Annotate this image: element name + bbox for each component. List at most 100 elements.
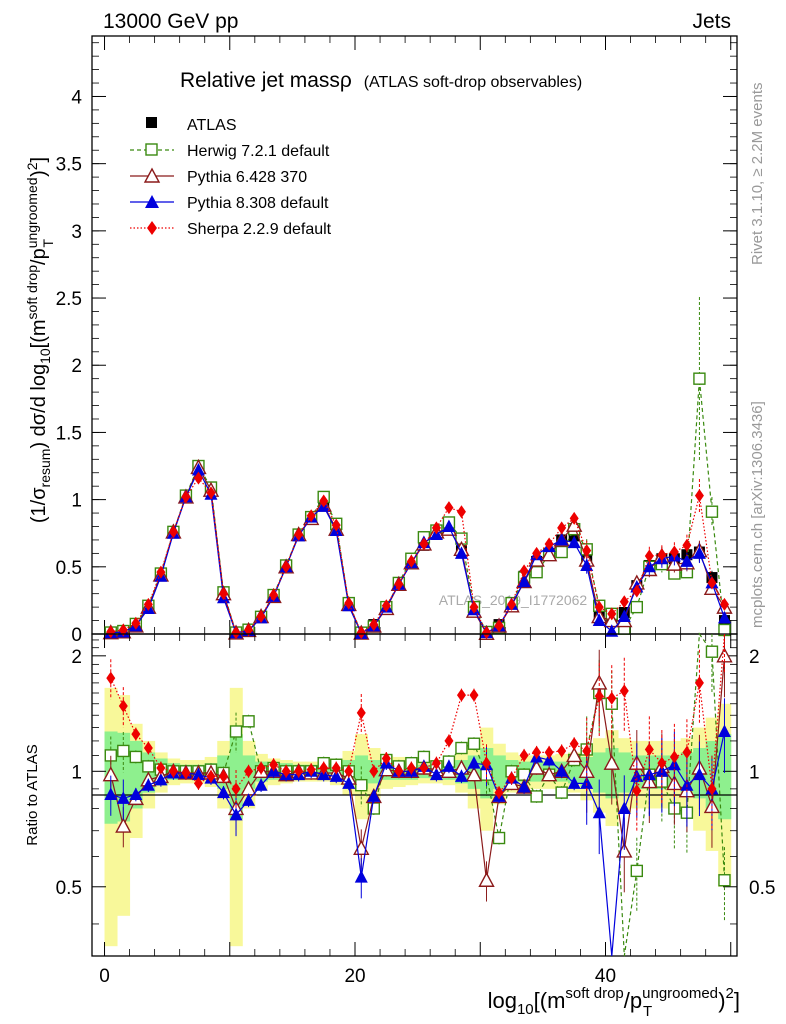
main-point	[555, 545, 568, 559]
main-point	[567, 535, 581, 549]
main-point	[219, 587, 229, 601]
ratio-point	[566, 746, 583, 763]
main-axis-ticks: 0 0.5 1 1.5 2 2.5 3 3.5 4	[56, 36, 737, 646]
ratio-point	[567, 776, 581, 789]
main-point	[454, 546, 468, 559]
ratio-point	[644, 742, 654, 756]
main-point	[682, 538, 692, 552]
ratio-point	[294, 764, 304, 778]
main-point	[444, 501, 454, 515]
main-y-tick-label: 3	[71, 222, 82, 243]
ratio-point	[367, 789, 381, 802]
main-y-tick-label: 2.5	[56, 289, 82, 310]
main-point	[206, 486, 216, 500]
ratio-y-tick-label: 0.5	[56, 878, 82, 899]
main-point	[555, 532, 569, 546]
ratio-point	[269, 758, 279, 772]
legend-entry-herwig: Herwig 7.2.1 default	[130, 143, 330, 160]
main-y-tick-label: 1.5	[56, 423, 82, 444]
ratio-point	[116, 791, 130, 804]
ratio-point	[429, 767, 443, 781]
main-point	[692, 546, 706, 559]
legend-entry-atlas: ATLAS	[146, 117, 237, 134]
main-point	[381, 599, 391, 613]
ratio-point	[630, 769, 644, 782]
main-point	[469, 600, 479, 614]
main-point	[680, 554, 694, 567]
ratio-point	[129, 787, 143, 801]
ratio-point	[244, 764, 254, 778]
ratio-point	[156, 761, 166, 775]
ratio-point	[117, 744, 130, 758]
main-point	[193, 471, 203, 485]
ratio-point	[206, 769, 216, 783]
main-y-tick-label: 1	[71, 491, 82, 512]
legend-entry-sherpa: Sherpa 2.2.9 default	[130, 221, 332, 238]
ratio-point	[632, 784, 642, 798]
main-y-axis-label: (1/σresum) dσ/d log10[(msoft drop/pungro…	[24, 157, 56, 523]
main-point	[131, 616, 141, 630]
ratio-point	[229, 725, 243, 738]
main-point	[168, 525, 178, 539]
ratio-point	[344, 764, 354, 778]
ratio-point	[431, 756, 441, 770]
x-tick-label: 20	[344, 966, 365, 987]
ratio-point	[478, 871, 495, 887]
ratio-point	[469, 688, 479, 702]
ratio-point	[569, 737, 579, 751]
main-point	[369, 618, 379, 632]
main-point	[642, 559, 656, 573]
main-point	[719, 597, 729, 611]
main-point	[644, 549, 654, 563]
ratio-point	[242, 715, 255, 728]
main-point	[717, 610, 731, 624]
main-point	[419, 537, 429, 551]
ratio-point	[492, 831, 506, 845]
ratio-point	[603, 754, 620, 770]
main-y-tick-label: 0.5	[56, 558, 82, 579]
ratio-point	[219, 769, 229, 783]
legend: ATLAS Herwig 7.2.1 default Pythia 6.428 …	[130, 117, 332, 238]
ratio-point	[465, 766, 483, 782]
main-point	[694, 489, 704, 503]
main-point	[657, 548, 667, 562]
main-point	[406, 554, 416, 568]
ratio-point	[705, 645, 719, 658]
ratio-panel: 0.5 0.51 12 20 20 40 Ratio to ATLAS	[24, 632, 775, 987]
ratio-point	[619, 684, 629, 698]
main-point	[331, 518, 341, 532]
main-point	[306, 509, 316, 523]
legend-label-herwig: Herwig 7.2.1 default	[187, 143, 330, 160]
ratio-y-tick-label-right: 1	[749, 762, 760, 783]
main-point	[319, 494, 329, 508]
ratio-axis-ticks: 0.5 0.51 12 20 20 40	[56, 634, 775, 987]
ratio-point	[442, 759, 456, 772]
ratio-point	[419, 761, 429, 775]
ratio-point	[229, 807, 243, 821]
ratio-band-inner	[492, 755, 506, 789]
ratio-plot-series	[102, 632, 733, 957]
main-point	[592, 613, 606, 627]
ratio-point	[542, 753, 556, 766]
ratio-point	[356, 706, 366, 720]
ratio-y-tick-label: 2	[71, 647, 82, 668]
main-point	[594, 600, 604, 614]
ratio-point	[381, 751, 391, 765]
ratio-point	[717, 724, 731, 737]
ratio-point	[630, 864, 644, 878]
ratio-point	[544, 745, 554, 759]
main-point	[507, 597, 517, 611]
side-labels: Rivet 3.1.10, ≥ 2.2M events mcplots.cern…	[749, 83, 766, 629]
ratio-point	[181, 766, 191, 780]
ratio-point	[168, 764, 178, 778]
legend-label-pythia6: Pythia 6.428 370	[187, 169, 307, 186]
ratio-point	[281, 764, 291, 778]
main-point	[191, 463, 205, 476]
ratio-series-sherpa	[106, 633, 726, 833]
ratio-point	[217, 785, 231, 799]
ratio-point	[591, 674, 608, 690]
ratio-point	[540, 766, 558, 782]
ratio-band-inner	[718, 734, 732, 820]
ratio-point	[231, 782, 241, 796]
ratio-point	[306, 763, 316, 777]
